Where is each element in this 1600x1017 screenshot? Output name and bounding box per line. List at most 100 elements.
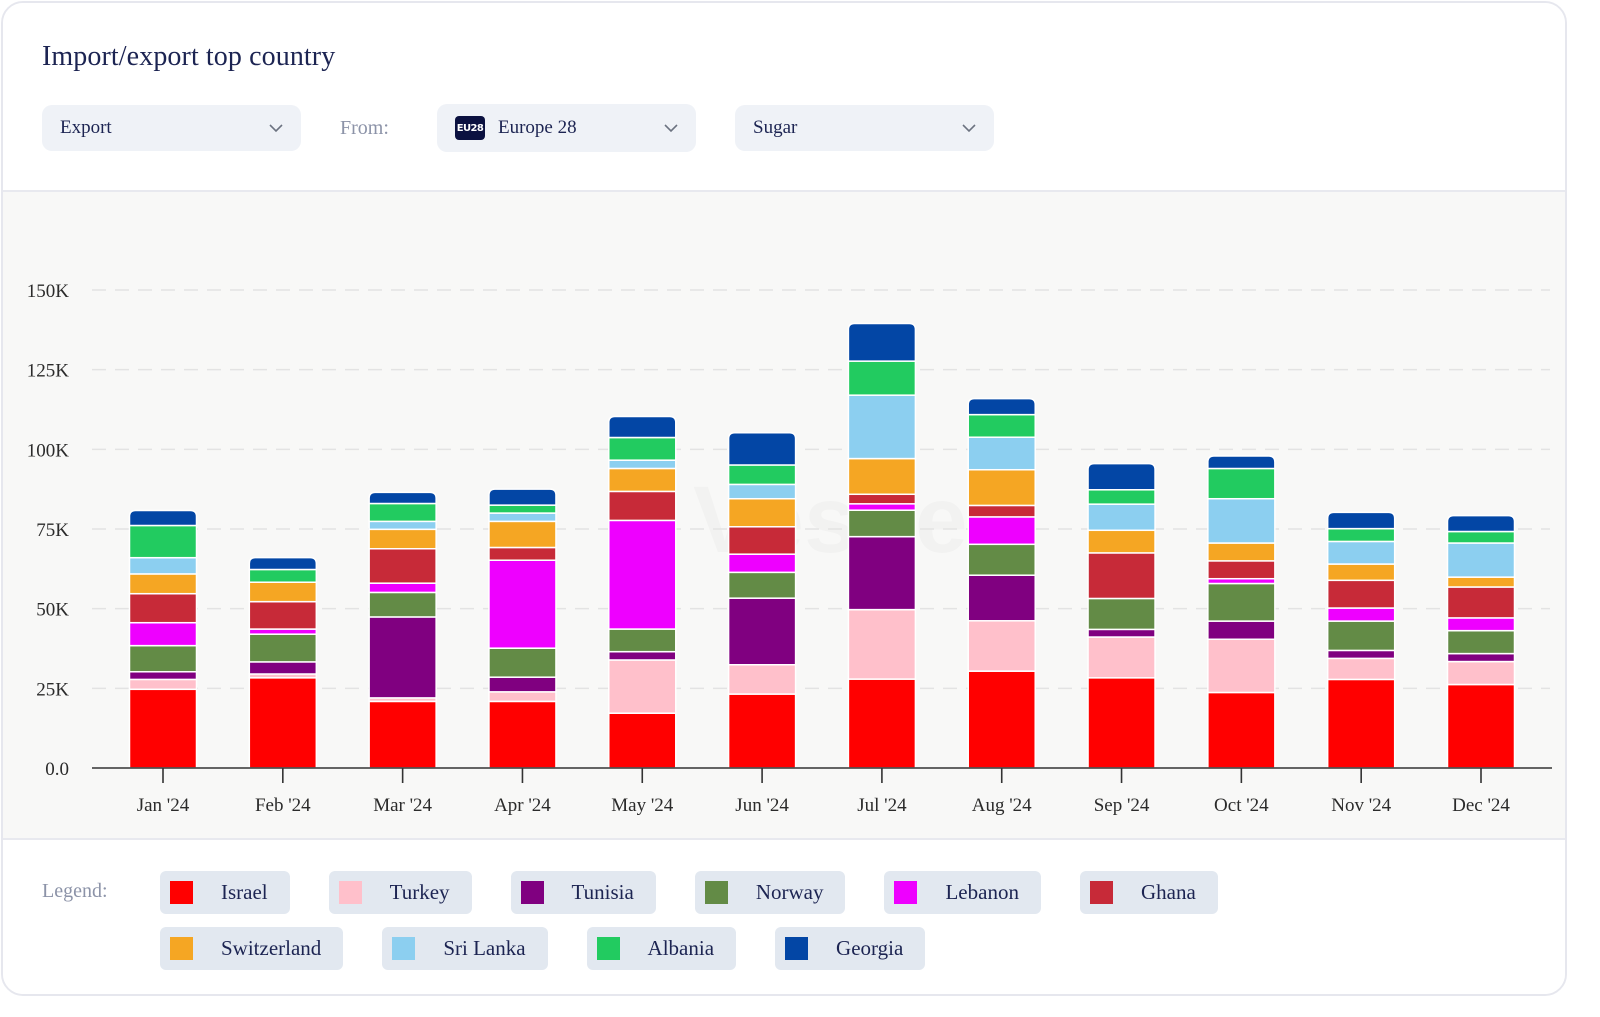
bar-segment-georgia [248,556,318,571]
legend-label-text: Albania [647,936,715,960]
bar-segment-sri-lanka [608,459,677,470]
bar-stack [608,415,677,769]
bar-segment-turkey [1326,657,1396,681]
bar-segment-switzerland [1207,542,1276,562]
bar-stack [1326,511,1396,769]
product-dropdown-value: Sugar [753,117,798,138]
legend-swatch [170,937,193,960]
bar-segment-sri-lanka [727,483,797,500]
bar-segment-tunisia [847,535,917,611]
legend-items: Israel Turkey Tunisia Norway Lebanon Ghana Swi… [160,871,1420,970]
gridlines [92,289,1550,690]
bar-stack [488,488,557,769]
bar-segment-sri-lanka [1087,503,1156,532]
legend-label-text: Georgia [836,936,904,960]
bar-segment-sri-lanka [368,520,437,531]
legend-swatch [596,937,620,960]
x-axis-labels: Jan '24 Feb '24 Mar '24 Apr '24 May '24 Jun '… [137,795,1511,816]
y-tick-label: 75K [36,520,69,541]
legend-swatch [1089,881,1113,904]
legend-item-georgia[interactable]: Georgia [775,927,926,970]
legend-item-turkey[interactable]: Turkey [328,871,472,914]
bar-stack [727,432,797,769]
flow-dropdown[interactable]: Export [42,105,301,151]
bar-segment-israel [488,700,557,769]
bar-segment-georgia [1326,511,1396,530]
x-tick-label: Oct '24 [1214,795,1269,816]
bar-segment-israel [1207,691,1276,769]
legend-swatch [520,881,544,904]
legend-label-text: Ghana [1140,880,1196,904]
bar-segment-switzerland [128,573,198,595]
y-tick-label: 25K [36,679,69,700]
bar-segment-israel [368,700,437,769]
bar-segment-ghana [368,548,437,584]
bar-segment-georgia [128,509,198,527]
legend-swatch [894,881,918,904]
y-tick-label: 0.0 [45,759,69,780]
legend-item-albania[interactable]: Albania [586,927,737,970]
x-tick-label: Jan '24 [137,795,190,816]
card-header: Import/export top country Export From: E… [3,3,1565,192]
bar-segment-tunisia [608,650,677,661]
bar-segment-albania [488,504,557,514]
legend-item-israel[interactable]: Israel [160,871,290,914]
legend-item-sri-lanka[interactable]: Sri Lanka [382,927,548,970]
bar-stack [1087,462,1156,769]
bar-segment-georgia [1446,514,1516,533]
bar-segment-tunisia [1207,620,1276,641]
bar-segment-albania [967,413,1036,438]
chart-card: Import/export top country Export From: E… [1,1,1567,996]
bar-segment-albania [1207,467,1276,500]
legend-item-tunisia[interactable]: Tunisia [510,871,656,914]
legend-label-text: Norway [755,880,824,904]
bar-segment-tunisia [1326,649,1396,660]
bar-stack [128,509,198,769]
legend-swatch [338,881,362,904]
bar-segment-albania [1087,489,1156,505]
bar-segment-lebanon [1326,607,1396,622]
card-title: Import/export top country [42,41,336,72]
bar-segment-lebanon [727,553,797,574]
bar-segment-georgia [967,397,1036,416]
product-dropdown[interactable]: Sugar [735,105,994,151]
bar-segment-turkey [847,608,917,680]
legend-item-norway[interactable]: Norway [694,871,846,914]
x-tick-label: Sep '24 [1094,795,1150,816]
from-label: From: [340,117,389,139]
legend-label-text: Switzerland [221,936,322,960]
bar-segment-switzerland [727,497,797,528]
y-tick-label: 125K [27,361,70,382]
legend-swatch [704,881,728,904]
bar-segment-norway [1207,582,1276,622]
bar-segment-turkey [488,691,557,703]
legend-item-ghana[interactable]: Ghana [1079,871,1218,914]
bar-segment-tunisia [727,597,797,666]
bar-segment-albania [1326,527,1396,543]
legend-label-text: Turkey [389,880,450,904]
bar-segment-norway [847,509,917,538]
bar-segment-switzerland [248,581,318,603]
x-tick-label: Aug '24 [972,795,1032,816]
chevron-down-icon [962,121,976,135]
chevron-down-icon [664,121,678,135]
bar-segment-norway [368,591,437,618]
bar-segment-georgia [608,415,677,439]
bar-segment-israel [1446,683,1516,769]
eu28-flag-icon: EU28 [455,116,485,140]
legend-label-text: Sri Lanka [443,936,526,960]
legend-item-switzerland[interactable]: Switzerland [160,927,344,970]
region-dropdown-value: Europe 28 [498,117,577,138]
legend-label-text: Israel [221,880,268,904]
bar-segment-ghana [847,493,917,505]
bar-segment-ghana [727,526,797,555]
legend-item-lebanon[interactable]: Lebanon [884,871,1041,914]
bar-segment-tunisia [248,661,318,675]
bar-segment-albania [248,568,318,583]
region-dropdown[interactable]: EU28 Europe 28 [437,104,696,152]
bar-stack [967,397,1036,769]
bar-segment-israel [1326,678,1396,769]
bar-segment-turkey [128,678,198,691]
bar-stack [368,491,437,769]
bar-segment-albania [128,524,198,559]
